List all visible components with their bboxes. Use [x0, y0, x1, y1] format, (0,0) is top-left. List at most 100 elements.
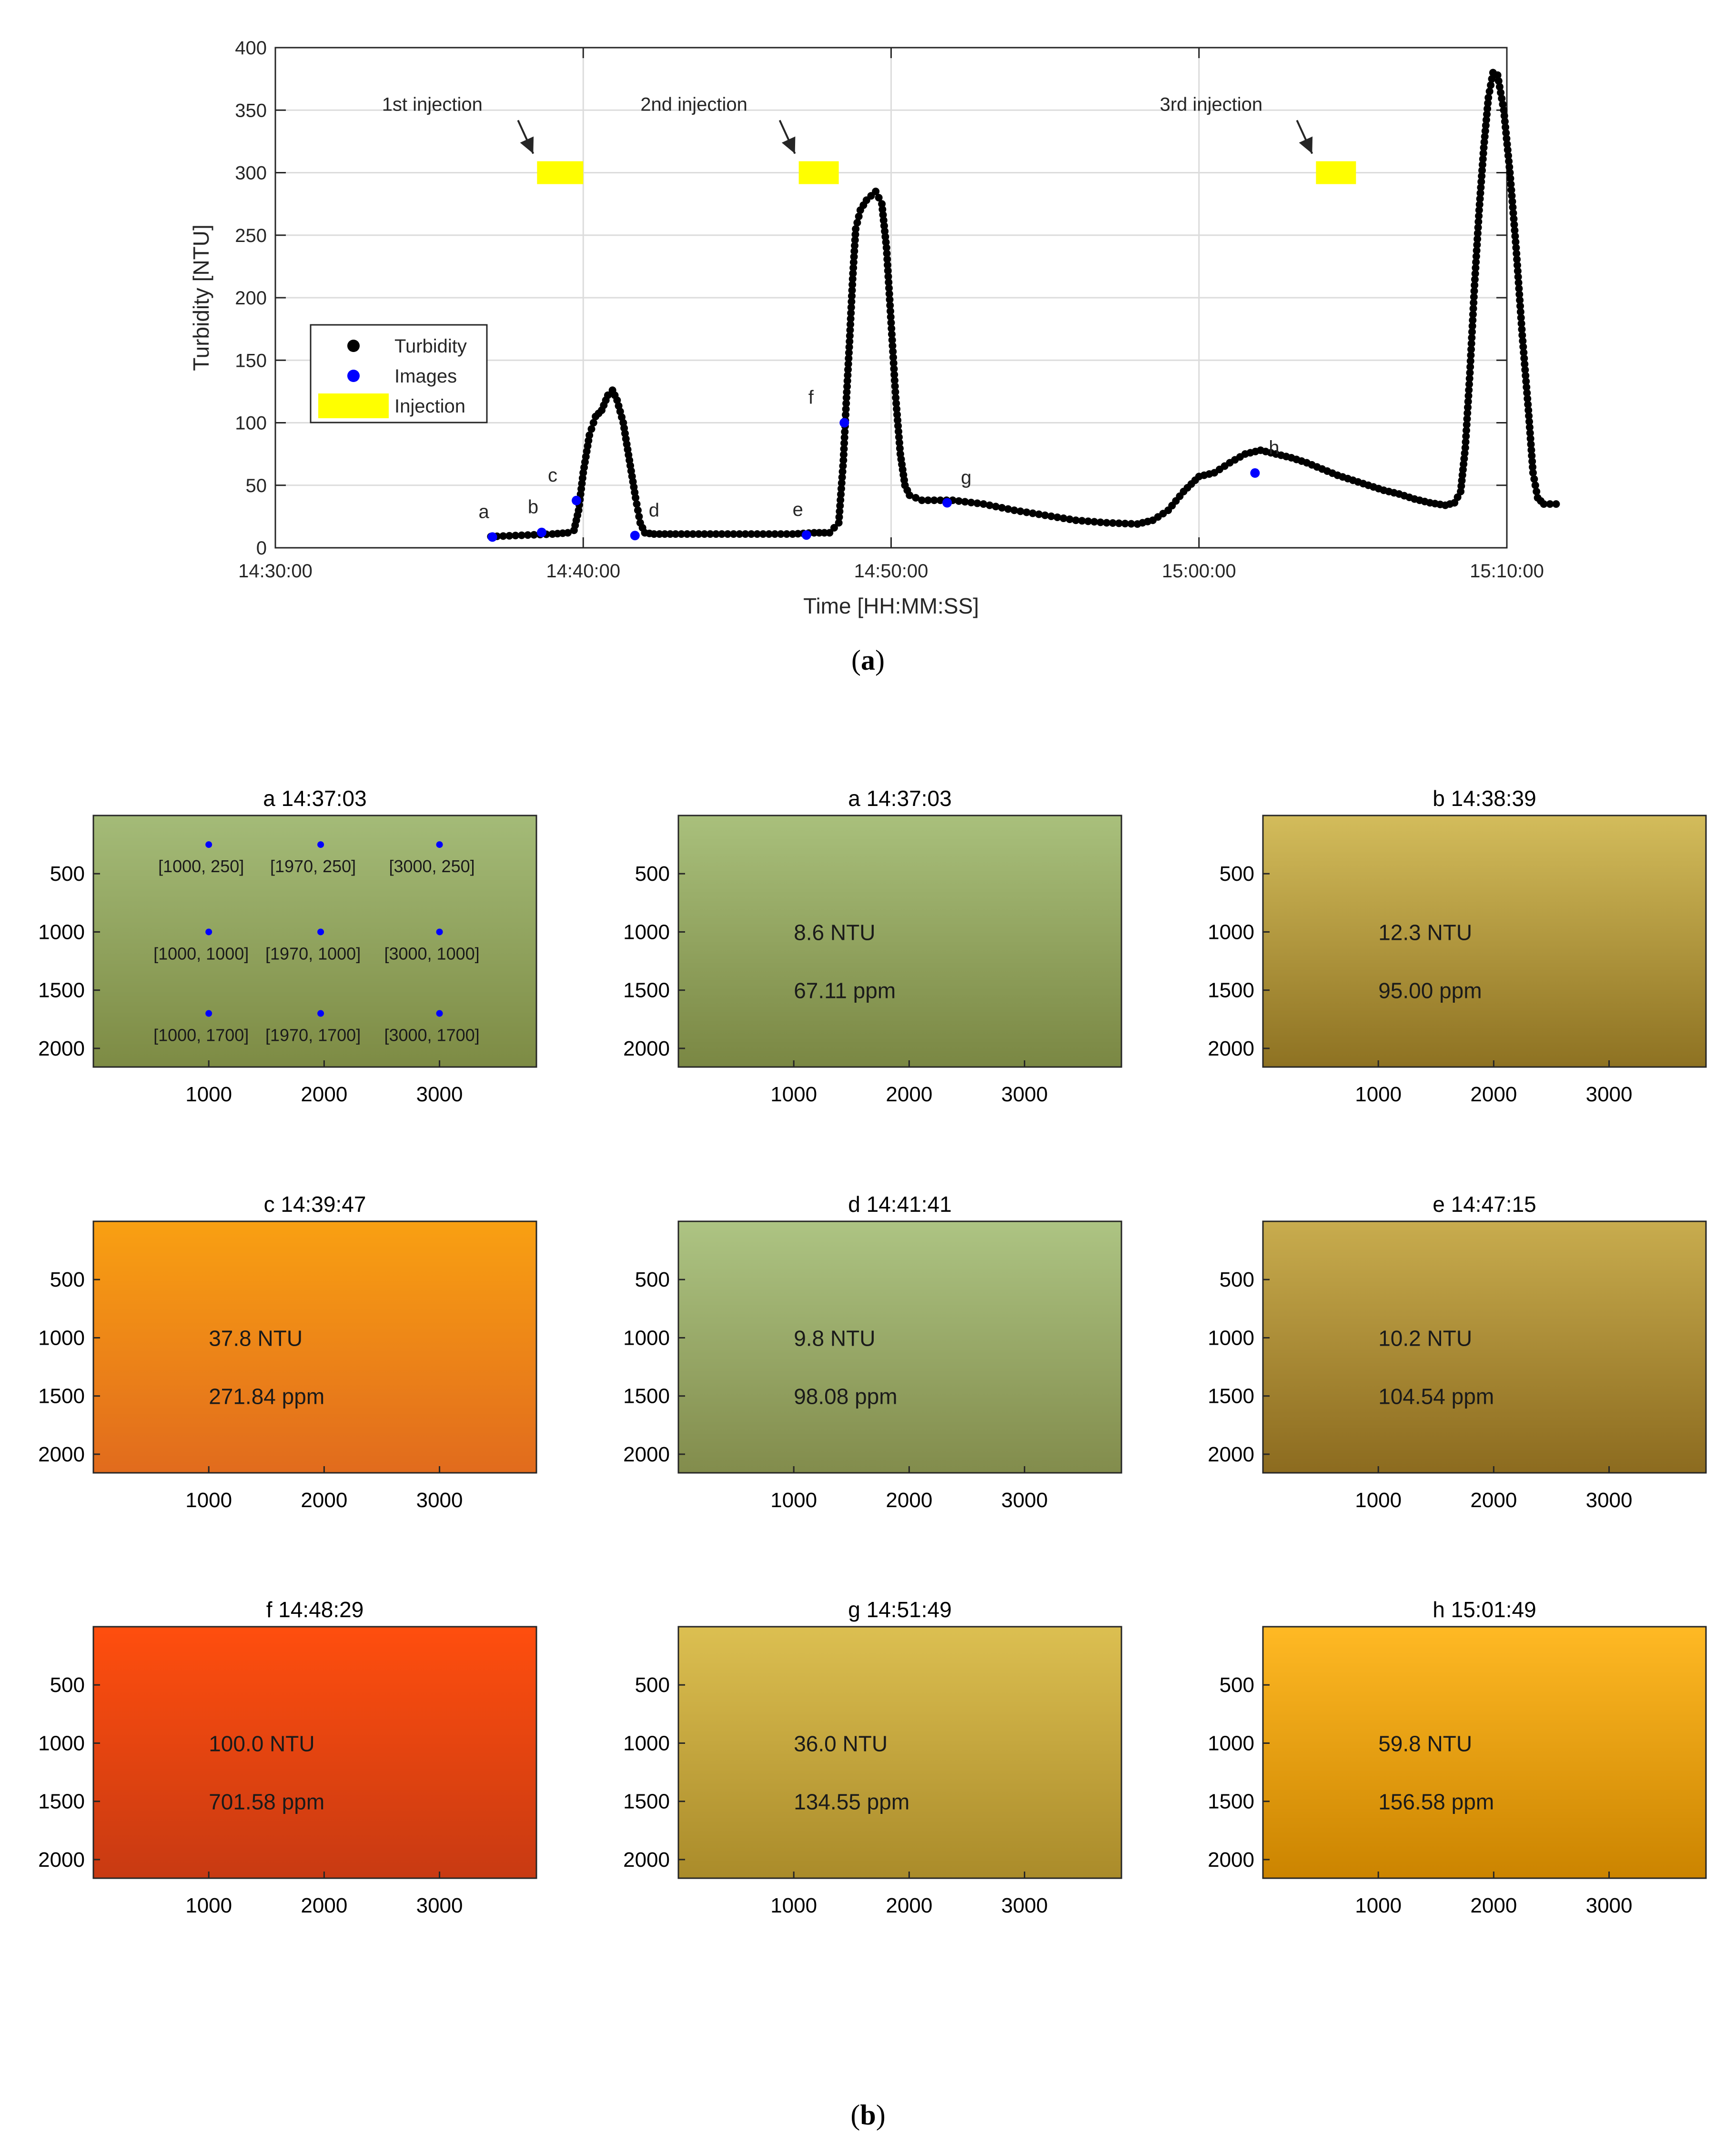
turbidity-point [1472, 252, 1480, 261]
turbidity-point [1463, 415, 1471, 423]
x-tick-label: 2000 [301, 1083, 347, 1106]
turbidity-point [1504, 146, 1512, 154]
turbidity-point [830, 524, 838, 532]
turbidity-point [1468, 322, 1476, 330]
turbidity-point [505, 532, 514, 540]
turbidity-point [884, 267, 892, 275]
y-tick-label: 1000 [623, 1326, 670, 1349]
turbidity-point [1546, 500, 1554, 508]
turbidity-point [852, 225, 860, 233]
x-tick-label: 1000 [770, 1489, 817, 1512]
turbidity-point [851, 231, 859, 239]
turbidity-point [1072, 516, 1080, 524]
turbidity-point [979, 500, 988, 508]
panel-image [92, 1220, 537, 1474]
turbidity-point [840, 445, 848, 453]
sample-point [205, 1010, 212, 1017]
y-tick-label: 250 [235, 225, 267, 246]
turbidity-point [1451, 499, 1459, 507]
turbidity-point [912, 494, 920, 502]
turbidity-point [918, 496, 926, 504]
turbidity-point [1090, 518, 1099, 526]
panel-title: f 14:48:29 [266, 1597, 364, 1622]
turbidity-point [1506, 169, 1514, 177]
turbidity-point [1475, 206, 1483, 214]
turbidity-point [1513, 250, 1521, 258]
turbidity-point [1509, 209, 1517, 217]
y-tick-label: 1500 [38, 979, 85, 1002]
turbidity-point [847, 303, 855, 312]
turbidity-point [1528, 457, 1536, 465]
turbidity-point [842, 399, 850, 407]
turbidity-point [850, 252, 858, 261]
turbidity-point [1503, 134, 1511, 142]
turbidity-point [1497, 89, 1505, 97]
turbidity-point [846, 332, 854, 340]
turbidity-point [718, 530, 726, 538]
turbidity-point [724, 530, 732, 538]
turbidity-point [835, 513, 843, 521]
image-point-g [942, 498, 952, 508]
turbidity-point [1482, 121, 1490, 130]
turbidity-point [771, 530, 779, 538]
x-tick-label: 1000 [185, 1894, 232, 1917]
y-tick-label: 1000 [38, 1326, 85, 1349]
x-tick-label: 2000 [1470, 1894, 1517, 1917]
turbidity-chart: 14:30:00 14:40:00 14:50:00 15:00:00 15:10:00… [189, 38, 1560, 618]
turbidity-point [672, 530, 680, 538]
ppm-annotation: 98.08 ppm [794, 1384, 897, 1409]
turbidity-point [1516, 302, 1524, 310]
turbidity-point [847, 321, 855, 329]
sample-point-label: [1000, 1700] [153, 1026, 249, 1045]
panel-3: b 14:38:39 500 1000 1500 2000 1000 2000 3000 12.… [1208, 786, 1707, 1106]
caption-b: (b) [0, 2099, 1736, 2132]
x-tick-label: 14:30:00 [238, 561, 313, 582]
injection-annotation: 1st injection [382, 94, 483, 115]
turbidity-point [1513, 255, 1521, 263]
legend-marker [347, 340, 360, 352]
turbidity-point [1453, 493, 1462, 501]
turbidity-point [837, 484, 845, 493]
turbidity-point [891, 388, 899, 396]
sample-point [436, 841, 443, 848]
turbidity-point [848, 292, 856, 300]
y-tick-label: 500 [635, 1673, 670, 1697]
sample-point-label: [1000, 1000] [153, 944, 249, 963]
turbidity-point [892, 399, 900, 407]
turbidity-point [1503, 140, 1511, 148]
injection-bar [537, 161, 584, 184]
x-tick-label: 3000 [416, 1083, 463, 1106]
caption-b-letter: b [860, 2099, 876, 2131]
turbidity-point [1471, 281, 1479, 289]
turbidity-point [826, 529, 834, 537]
turbidity-series [487, 69, 1560, 541]
turbidity-point [1510, 215, 1518, 223]
turbidity-point [1505, 157, 1513, 165]
panel-image [1262, 815, 1707, 1068]
image-point-label: b [528, 497, 538, 518]
turbidity-point [1528, 452, 1536, 460]
turbidity-point [1472, 264, 1480, 272]
panel-title: c 14:39:47 [264, 1192, 366, 1217]
turbidity-point [836, 502, 844, 510]
y-tick-label: 2000 [1208, 1037, 1254, 1060]
turbidity-point [1029, 509, 1037, 517]
turbidity-point [1508, 191, 1516, 200]
y-tick-label: 2000 [623, 1037, 670, 1060]
legend-marker [347, 370, 360, 382]
x-tick-label: 2000 [301, 1894, 347, 1917]
turbidity-point [1473, 247, 1481, 255]
turbidity-point [1522, 372, 1530, 380]
turbidity-point [1484, 94, 1493, 101]
sample-point-label: [1970, 1000] [265, 944, 361, 963]
turbidity-point [1520, 354, 1528, 362]
turbidity-point [886, 302, 894, 310]
turbidity-point [936, 496, 944, 504]
turbidity-point [841, 428, 849, 436]
turbidity-point [633, 500, 641, 508]
turbidity-point [1515, 291, 1524, 298]
turbidity-point [712, 530, 720, 538]
turbidity-point [1476, 195, 1484, 203]
turbidity-point [1533, 487, 1541, 495]
y-axis-label: Turbidity [NTU] [189, 224, 213, 371]
